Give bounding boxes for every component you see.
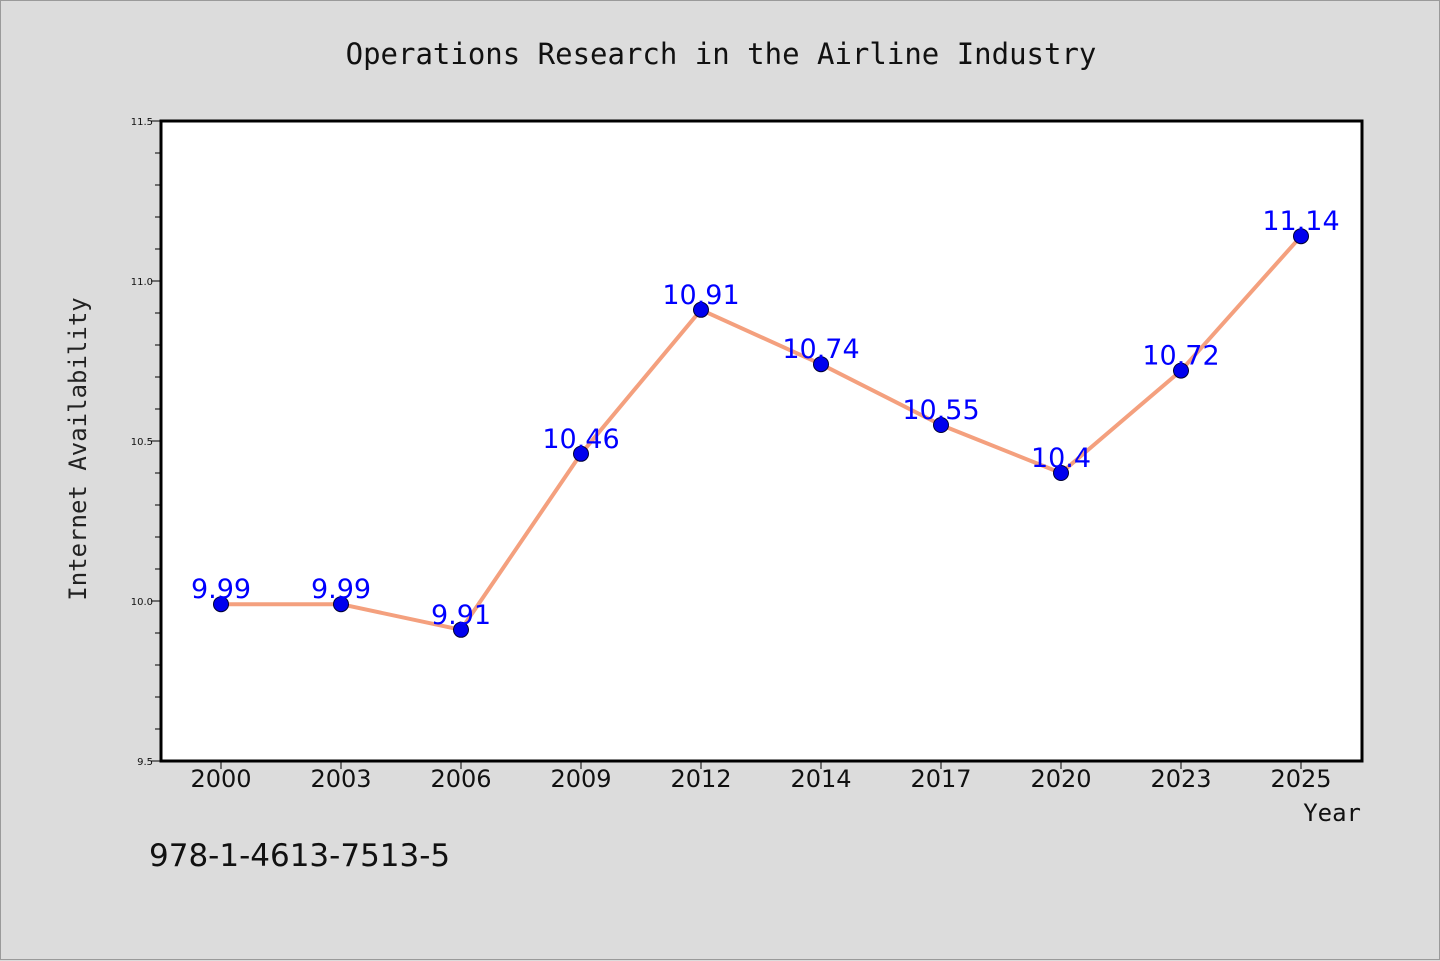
chart-title: Operations Research in the Airline Indus… xyxy=(346,37,1097,71)
data-labels: 9.99 9.99 9.91 10.46 10.91 10.74 10.55 1… xyxy=(191,206,1340,631)
plot-area xyxy=(159,119,1364,763)
data-label: 11.14 xyxy=(1262,206,1339,237)
data-point-marker xyxy=(213,596,229,613)
data-label: 10.55 xyxy=(902,395,979,426)
y-axis-tick-labels: 9.5 10.0 10.5 11.0 11.5 xyxy=(131,117,153,768)
x-tick-label: 2003 xyxy=(310,765,371,793)
y-tick-label: 11.0 xyxy=(131,277,153,288)
data-point-marker xyxy=(693,301,709,318)
y-tick-label: 9.5 xyxy=(137,757,153,768)
data-label: 9.91 xyxy=(431,600,491,631)
x-tick-label: 2014 xyxy=(790,765,851,793)
data-point-marker xyxy=(453,621,469,638)
x-tick-label: 2009 xyxy=(550,765,611,793)
y-axis-ticks xyxy=(151,120,161,762)
x-tick-label: 2012 xyxy=(670,765,731,793)
data-point-marker xyxy=(1293,228,1309,245)
isbn-annotation: 978-1-4613-7513-5 xyxy=(149,838,450,874)
series-line xyxy=(221,234,1303,632)
x-tick-label: 2006 xyxy=(430,765,491,793)
x-axis-label: Year xyxy=(1303,799,1361,827)
y-tick-label: 10.5 xyxy=(131,437,153,448)
data-label: 10.4 xyxy=(1031,443,1091,474)
data-label: 10.91 xyxy=(662,280,739,311)
x-tick-label: 2025 xyxy=(1270,765,1331,793)
x-axis-tick-labels: 2000 2003 2006 2009 2012 2014 2017 2020 … xyxy=(190,765,1331,793)
data-label: 10.46 xyxy=(542,424,619,455)
data-label: 9.99 xyxy=(311,574,371,605)
data-point-marker xyxy=(573,445,589,462)
data-point-marker xyxy=(933,417,949,433)
data-label: 10.74 xyxy=(782,334,859,365)
y-tick-label: 10.0 xyxy=(131,597,153,608)
data-point-marker xyxy=(813,356,829,373)
data-point-marker xyxy=(1173,362,1189,379)
data-label: 9.99 xyxy=(191,574,251,605)
data-label: 10.72 xyxy=(1142,341,1219,372)
x-tick-label: 2020 xyxy=(1030,765,1091,793)
x-axis-ticks xyxy=(220,761,1302,769)
x-tick-label: 2023 xyxy=(1150,765,1211,793)
x-tick-label: 2017 xyxy=(910,765,971,793)
x-tick-label: 2000 xyxy=(190,765,251,793)
data-point-marker xyxy=(333,596,349,613)
y-tick-label: 11.5 xyxy=(131,117,153,128)
y-axis-label: Internet Availability xyxy=(64,297,92,600)
data-point-marker xyxy=(1053,465,1069,481)
data-points xyxy=(213,228,1309,638)
